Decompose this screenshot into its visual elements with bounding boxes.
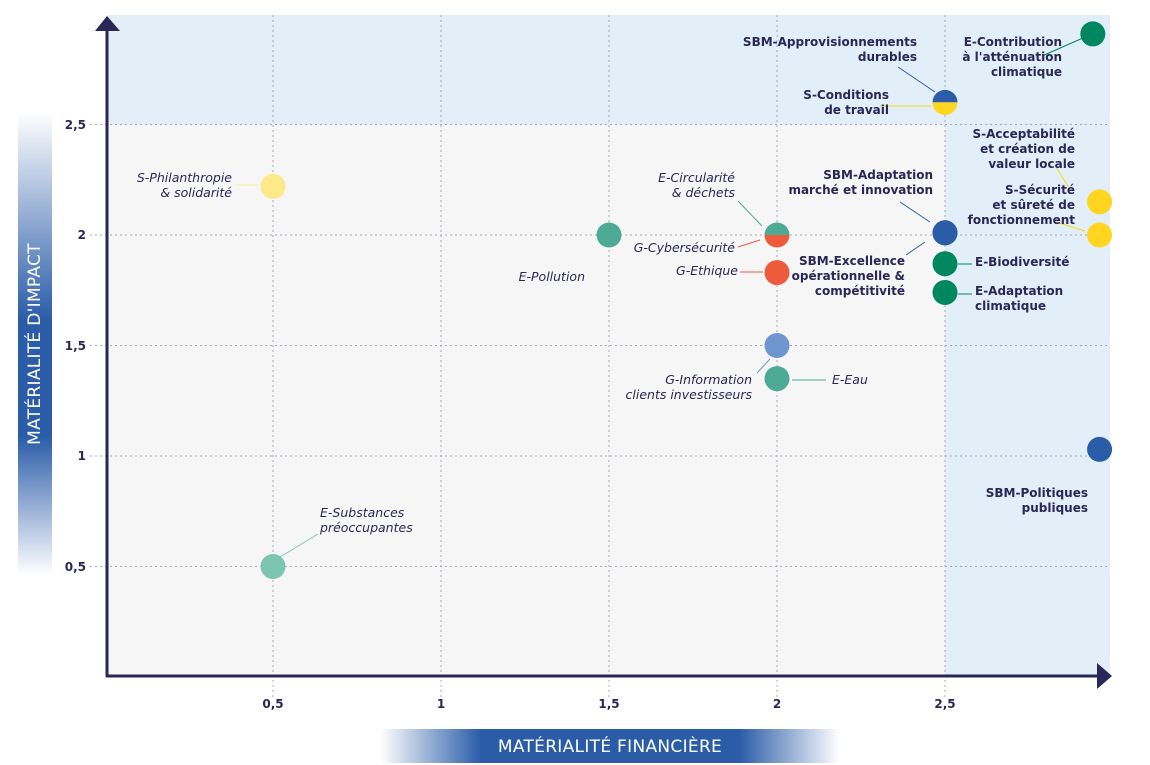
point-label-line: E-Circularité [658,170,735,185]
point-label-line: valeur locale [988,157,1075,171]
point-label-line: SBM-Approvisionnements [742,35,917,49]
point-label-line: durables [857,50,917,64]
data-point-bottom-half [764,235,790,248]
point-label-line: E-Eau [832,372,868,387]
data-point-top-half [764,222,790,235]
leader-line [756,358,771,374]
point-label-line: clients investisseurs [625,387,752,402]
point-label-line: SBM-Excellence [798,254,905,268]
point-label-line: de travail [824,103,889,117]
point-label: E-Eau [832,372,868,387]
point-label-line: SBM-Adaptation [823,168,933,182]
data-point [932,220,958,246]
y-axis-arrow [95,16,120,31]
point-label-line: compétitivité [814,284,905,298]
x-tick-label: 2,5 [934,697,956,711]
point-label-line: E-Contribution [963,35,1062,49]
point-label-line: G-Ethique [676,263,738,278]
point-label-line: E-Biodiversité [975,255,1070,269]
leader-line [737,239,761,248]
data-point [1087,436,1113,462]
data-point-top-half [932,89,958,103]
point-label-line: G-Cybersécurité [633,240,735,255]
point-label: S-Acceptabilité et création de valeur loca… [972,127,1075,172]
x-tick-label: 1,5 [598,697,620,711]
data-point [596,222,622,248]
y-tick-label: 0,5 [64,559,86,574]
data-point [1080,21,1106,47]
data-point [764,333,790,358]
leader-line [905,241,926,256]
point-label: E-Contribution à l'atténuation climatique [962,35,1062,80]
point-label-line: publiques [1021,501,1088,515]
point-label-line: et création de [980,142,1075,156]
leader-line [1055,166,1072,192]
data-point [764,366,790,392]
point-label-line: & solidarité [160,185,232,200]
data-point [260,173,286,199]
point-label-line: E-Substances [320,505,405,520]
point-label-line: S-Acceptabilité [972,127,1075,141]
leader-line [899,201,931,223]
point-label: SBM-Adaptation marché et innovation [788,168,933,198]
point-label-line: S-Conditions [803,88,889,102]
y-tick-label: 1,5 [64,338,86,353]
y-tick-label: 1 [77,449,86,463]
data-point-bottom-half [932,102,958,115]
point-label: E-Adaptation climatique [975,284,1063,314]
data-point [1087,189,1113,215]
data-point [764,260,790,286]
y-axis-title: MATÉRIALITÉ D'IMPACT [18,112,52,575]
point-label-line: S-Sécurité [1005,183,1075,197]
y-tick-label: 2,5 [64,117,86,132]
x-tick-label: 1 [436,697,446,711]
leader-line [897,66,936,93]
point-label-line: opérationnelle & [791,269,905,283]
point-label-line: & déchets [671,185,735,200]
point-label-line: climatique [990,65,1062,79]
leader-line [1055,221,1086,232]
x-axis-title: MATÉRIALITÉ FINANCIÈRE [380,729,840,763]
point-label: E-Biodiversité [975,255,1069,270]
leader-line [279,533,319,558]
point-label: E-Circularité & déchets [658,170,735,200]
point-label: G-Information clients investisseurs [626,372,752,402]
point-label: E-Pollution [519,269,585,284]
point-label-line: et sûreté de [992,198,1075,212]
point-label: S-Conditions de travail [803,88,889,118]
leader-line [737,200,763,227]
x-tick-label: 0,5 [262,697,284,711]
x-tick-label: 2 [772,697,782,711]
point-label-line: S-Philanthropie [136,170,232,185]
point-label: E-Substances préoccupantes [320,505,413,535]
x-axis-arrow [1097,663,1112,689]
high-financial-zone [945,15,1110,675]
point-label: SBM-Politiques publiques [986,486,1088,516]
point-label-line: E-Pollution [518,269,585,284]
point-label: SBM-Approvisionnements durables [743,35,917,65]
point-label-line: à l'atténuation [962,50,1062,64]
point-label-line: climatique [975,299,1047,313]
point-label: G-Cybersécurité [634,240,735,255]
y-axis-title-text: MATÉRIALITÉ D'IMPACT [25,242,45,445]
point-label: S-Sécurité et sûreté de fonctionnement [968,183,1075,228]
data-point [932,279,958,305]
point-label-line: E-Adaptation [975,284,1064,298]
leader-line [1041,37,1084,57]
point-label-line: fonctionnement [967,213,1075,227]
point-label-line: préoccupantes [320,520,413,535]
point-label: G-Ethique [676,263,738,278]
data-point [932,251,958,277]
data-point [1087,222,1113,248]
point-label-line: SBM-Politiques [985,486,1088,500]
point-label-line: marché et innovation [788,183,933,197]
point-label: SBM-Excellence opérationnelle & compétitiv… [792,254,905,299]
y-tick-label: 2 [77,228,86,242]
data-point [260,554,286,579]
point-label-line: G-Information [665,372,752,387]
point-label: S-Philanthropie & solidarité [137,170,232,200]
